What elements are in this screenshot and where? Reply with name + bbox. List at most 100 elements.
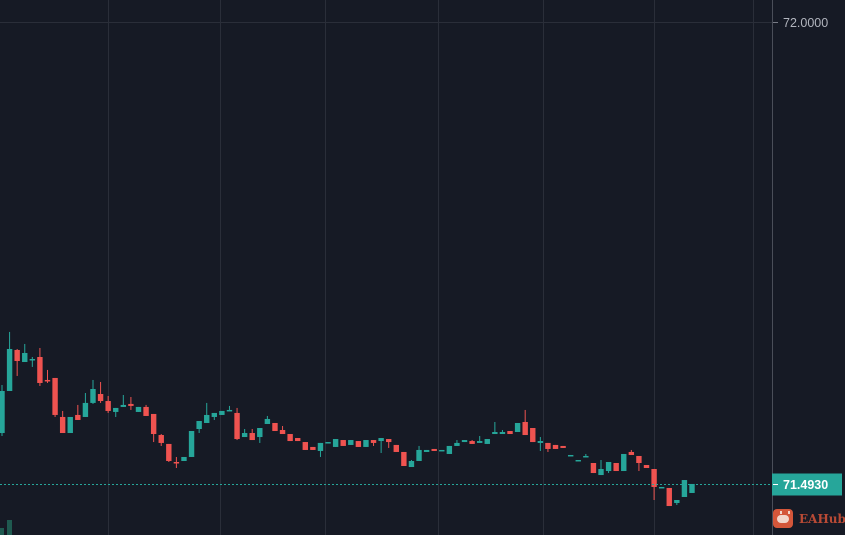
candle bbox=[348, 440, 354, 445]
candle-body bbox=[188, 431, 195, 457]
candle bbox=[44, 369, 51, 383]
candle-body bbox=[166, 443, 172, 461]
candle bbox=[211, 412, 218, 420]
candle bbox=[461, 440, 468, 443]
candle bbox=[423, 449, 430, 452]
candle bbox=[295, 438, 301, 442]
candle bbox=[219, 410, 225, 415]
candle-body bbox=[492, 432, 498, 435]
candle-body bbox=[583, 455, 589, 458]
candle bbox=[226, 405, 233, 412]
logo-text: EAHub bbox=[799, 511, 845, 526]
candle bbox=[196, 420, 202, 434]
candle bbox=[0, 384, 5, 437]
candle bbox=[355, 441, 362, 447]
candle bbox=[6, 331, 13, 391]
candle bbox=[128, 397, 134, 410]
candle bbox=[492, 421, 498, 435]
candle bbox=[621, 453, 627, 472]
candle bbox=[257, 428, 263, 443]
candle-body bbox=[59, 416, 66, 434]
candle bbox=[605, 461, 612, 474]
candle-body bbox=[643, 465, 650, 469]
candle-body bbox=[598, 469, 604, 476]
eahub-logo: EAHub bbox=[773, 509, 845, 528]
candle bbox=[560, 445, 566, 448]
candle-body bbox=[537, 441, 544, 443]
candle-body bbox=[317, 442, 324, 451]
candle bbox=[666, 487, 672, 507]
candle-body bbox=[219, 410, 225, 415]
candle-body bbox=[621, 453, 627, 472]
candle bbox=[545, 442, 551, 452]
candle-body bbox=[666, 487, 672, 507]
price-axis[interactable] bbox=[772, 0, 845, 535]
last-price-label: 71.4930 bbox=[783, 478, 828, 492]
candle-body bbox=[211, 412, 218, 417]
candle-body bbox=[173, 461, 180, 464]
candle-body bbox=[386, 439, 392, 443]
candle bbox=[651, 469, 657, 501]
candle-body bbox=[29, 359, 36, 361]
candles bbox=[0, 331, 695, 507]
candle bbox=[393, 444, 399, 452]
candle bbox=[90, 379, 96, 404]
candle bbox=[598, 459, 604, 476]
candle-body bbox=[295, 438, 301, 442]
candle-body bbox=[14, 349, 20, 362]
candle-body bbox=[499, 432, 506, 435]
candle bbox=[29, 357, 36, 367]
last-price-badge bbox=[772, 473, 842, 496]
candle-body bbox=[82, 402, 89, 417]
candle bbox=[552, 444, 559, 449]
candle bbox=[530, 428, 536, 443]
candle bbox=[378, 438, 384, 453]
candle-body bbox=[416, 449, 422, 461]
candle bbox=[264, 415, 271, 424]
candle bbox=[674, 500, 680, 506]
candle bbox=[658, 486, 665, 489]
candle-body bbox=[393, 444, 399, 452]
candle bbox=[628, 449, 635, 455]
candle-body bbox=[469, 441, 475, 444]
candle bbox=[310, 446, 316, 450]
candle-body bbox=[628, 451, 635, 455]
candle bbox=[469, 440, 475, 444]
candle-body bbox=[6, 348, 13, 391]
candle-body bbox=[128, 403, 134, 406]
candle-body bbox=[674, 500, 680, 504]
candle-body bbox=[590, 462, 597, 474]
candle-body bbox=[158, 435, 164, 443]
candle bbox=[302, 442, 308, 450]
candle bbox=[431, 448, 437, 451]
candle bbox=[446, 445, 453, 454]
candle bbox=[82, 393, 89, 417]
candle-body bbox=[257, 428, 263, 438]
candle-body bbox=[272, 422, 278, 432]
candle bbox=[643, 465, 650, 469]
candle bbox=[325, 442, 331, 444]
candle bbox=[37, 347, 43, 386]
candle bbox=[636, 455, 642, 472]
candle bbox=[75, 404, 81, 420]
candle bbox=[567, 454, 574, 457]
candle-body bbox=[90, 388, 96, 403]
candle bbox=[249, 429, 255, 441]
candle bbox=[416, 445, 422, 461]
candle bbox=[689, 483, 695, 493]
candle-body bbox=[279, 430, 286, 435]
candle bbox=[97, 381, 104, 403]
candle-body bbox=[310, 446, 316, 450]
candle bbox=[507, 431, 513, 435]
candle-body bbox=[446, 445, 453, 454]
candle-body bbox=[340, 440, 346, 446]
candle-body bbox=[560, 445, 566, 448]
candle-body bbox=[575, 459, 581, 462]
candle-body bbox=[264, 418, 271, 424]
candle bbox=[173, 456, 180, 469]
candle-body bbox=[658, 486, 665, 489]
candle bbox=[681, 480, 688, 497]
candle bbox=[166, 443, 172, 462]
